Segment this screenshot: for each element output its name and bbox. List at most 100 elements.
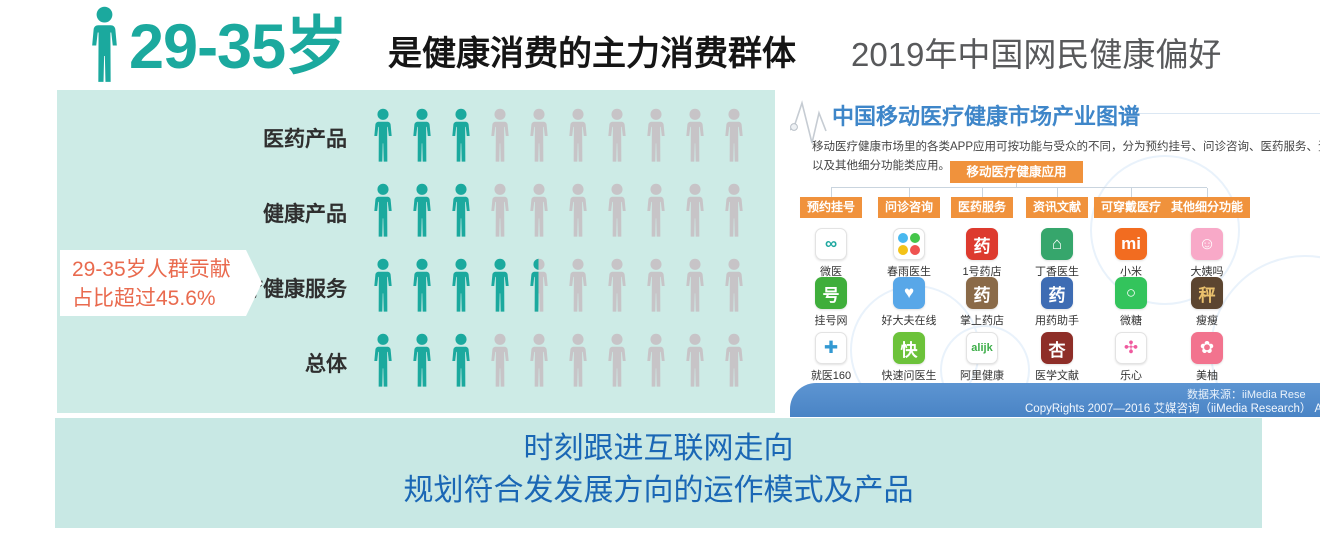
person-icon-empty xyxy=(526,182,552,240)
footer-line1: 时刻跟进互联网走向 xyxy=(523,432,794,465)
app-cell: 秤瘦瘦 xyxy=(1162,277,1252,328)
industry-column: 医药服务药 1号药店药掌上药店 alijk 阿里健康 xyxy=(937,197,1027,383)
app-cell: 药 1号药店 xyxy=(937,228,1027,279)
app-cell: 药用药助手 xyxy=(1012,277,1102,328)
category-box: 问诊咨询 xyxy=(877,197,941,218)
person-icon-filled xyxy=(448,257,474,315)
app-icon: 秤 xyxy=(1191,277,1223,309)
person-icon-empty xyxy=(682,332,708,390)
person-icon-filled xyxy=(370,257,396,315)
app-icon: ∞ xyxy=(815,228,847,260)
app-cell: alijk 阿里健康 xyxy=(937,332,1027,383)
person-icon-filled xyxy=(409,332,435,390)
copyright-bar: 数据来源：iiMedia Rese CopyRights 2007—2016 艾… xyxy=(790,383,1320,417)
pictogram-chart-panel: 医药产品 健康产品 xyxy=(57,90,775,413)
copyright-text: CopyRights 2007—2016 艾媒咨询（iiMedia Resear… xyxy=(1025,403,1320,415)
tree-line xyxy=(1131,188,1132,197)
industry-column: 预约挂号 ∞ 微医号挂号网 ✚ 就医160 xyxy=(790,197,876,383)
app-cell: 春雨医生 xyxy=(864,228,954,279)
person-icon-empty xyxy=(643,332,669,390)
app-icon: 杏 xyxy=(1041,332,1073,364)
row-label: 医药产品 xyxy=(263,128,347,151)
app-label: 快速问医生 xyxy=(881,370,937,382)
app-label: 阿里健康 xyxy=(960,370,1004,382)
person-icon-filled xyxy=(409,182,435,240)
app-cell: ☺ 大姨吗 xyxy=(1162,228,1252,279)
person-icon-empty xyxy=(565,332,591,390)
person-icon-empty xyxy=(643,182,669,240)
person-icon-empty xyxy=(487,182,513,240)
tree-line xyxy=(831,188,832,197)
tree-line xyxy=(1016,183,1017,188)
app-cell: mi 小米 xyxy=(1086,228,1176,279)
category-box: 可穿戴医疗 xyxy=(1093,197,1169,218)
person-icon-empty xyxy=(487,332,513,390)
category-box: 医药服务 xyxy=(950,197,1014,218)
app-icon: ✚ xyxy=(815,332,847,364)
industry-column: 可穿戴医疗 mi 小米 ○ 微糖 ✣ 乐心 xyxy=(1086,197,1176,383)
tree-line xyxy=(1207,188,1208,197)
row-icons xyxy=(370,257,747,315)
person-icon-empty xyxy=(565,257,591,315)
person-icon-empty xyxy=(604,107,630,165)
app-cell: ♥ 好大夫在线 xyxy=(864,277,954,328)
app-icon: ✣ xyxy=(1115,332,1147,364)
tree-line xyxy=(909,188,910,197)
data-source-text: 数据来源：iiMedia Rese xyxy=(1187,389,1306,401)
person-icon-filled xyxy=(370,107,396,165)
app-icon: ○ xyxy=(1115,277,1147,309)
industry-column: 问诊咨询春雨医生 ♥ 好大夫在线快快速问医生 xyxy=(864,197,954,383)
person-icon-empty xyxy=(565,182,591,240)
app-cell: ⌂ 丁香医生 xyxy=(1012,228,1102,279)
app-cell: 快快速问医生 xyxy=(864,332,954,383)
app-label: 小米 xyxy=(1120,266,1142,278)
app-cell: ∞ 微医 xyxy=(790,228,876,279)
person-icon-filled xyxy=(370,332,396,390)
app-cell: ○ 微糖 xyxy=(1086,277,1176,328)
app-label: 就医160 xyxy=(810,370,852,382)
footer-line2: 规划符合发发展方向的运作模式及产品 xyxy=(403,474,914,507)
person-icon-empty xyxy=(643,257,669,315)
person-icon-empty xyxy=(721,332,747,390)
category-box: 预约挂号 xyxy=(799,197,863,218)
app-icon: 药 xyxy=(966,277,998,309)
app-label: 好大夫在线 xyxy=(881,315,937,327)
person-icon-filled xyxy=(448,182,474,240)
person-icon-empty xyxy=(604,182,630,240)
app-label: 用药助手 xyxy=(1035,315,1079,327)
app-icon: 药 xyxy=(966,228,998,260)
app-label: 掌上药店 xyxy=(960,315,1004,327)
callout-line2: 占比超过45.6% xyxy=(72,287,216,310)
app-label: 大姨吗 xyxy=(1190,266,1224,278)
industry-map-desc-line2: 以及其他细分功能类应用。 xyxy=(812,160,950,172)
person-icon-filled xyxy=(448,107,474,165)
app-icon: ☺ xyxy=(1191,228,1223,260)
app-label: 美柚 xyxy=(1196,370,1218,382)
app-icon: ✿ xyxy=(1191,332,1223,364)
pictogram-row: 总体 xyxy=(57,332,775,390)
app-label: 乐心 xyxy=(1120,370,1142,382)
app-icon: mi xyxy=(1115,228,1147,260)
person-icon-empty xyxy=(526,107,552,165)
person-icon-filled xyxy=(409,107,435,165)
pictogram-row: 医药产品 xyxy=(57,107,775,165)
app-icon: 药 xyxy=(1041,277,1073,309)
app-cell: ✿ 美柚 xyxy=(1162,332,1252,383)
industry-map-desc-line1: 移动医疗健康市场里的各类APP应用可按功能与受众的不同，分为预约挂号、问诊咨询、… xyxy=(812,141,1320,153)
app-label: 1号药店 xyxy=(962,266,1002,278)
decorative-ring xyxy=(1090,155,1240,305)
app-icon: ♥ xyxy=(893,277,925,309)
person-icon-empty xyxy=(487,107,513,165)
footer-banner: 时刻跟进互联网走向 规划符合发发展方向的运作模式及产品 xyxy=(55,418,1262,528)
app-label: 挂号网 xyxy=(814,315,848,327)
app-icon: alijk xyxy=(966,332,998,364)
row-icons xyxy=(370,182,747,240)
industry-column: 资讯文献 ⌂ 丁香医生药用药助手杏医学文献 xyxy=(1012,197,1102,383)
row-icons xyxy=(370,107,747,165)
person-icon-empty xyxy=(604,257,630,315)
person-icon-filled xyxy=(448,332,474,390)
app-icon: 号 xyxy=(815,277,847,309)
person-icon-empty xyxy=(682,257,708,315)
person-icon-empty xyxy=(721,182,747,240)
